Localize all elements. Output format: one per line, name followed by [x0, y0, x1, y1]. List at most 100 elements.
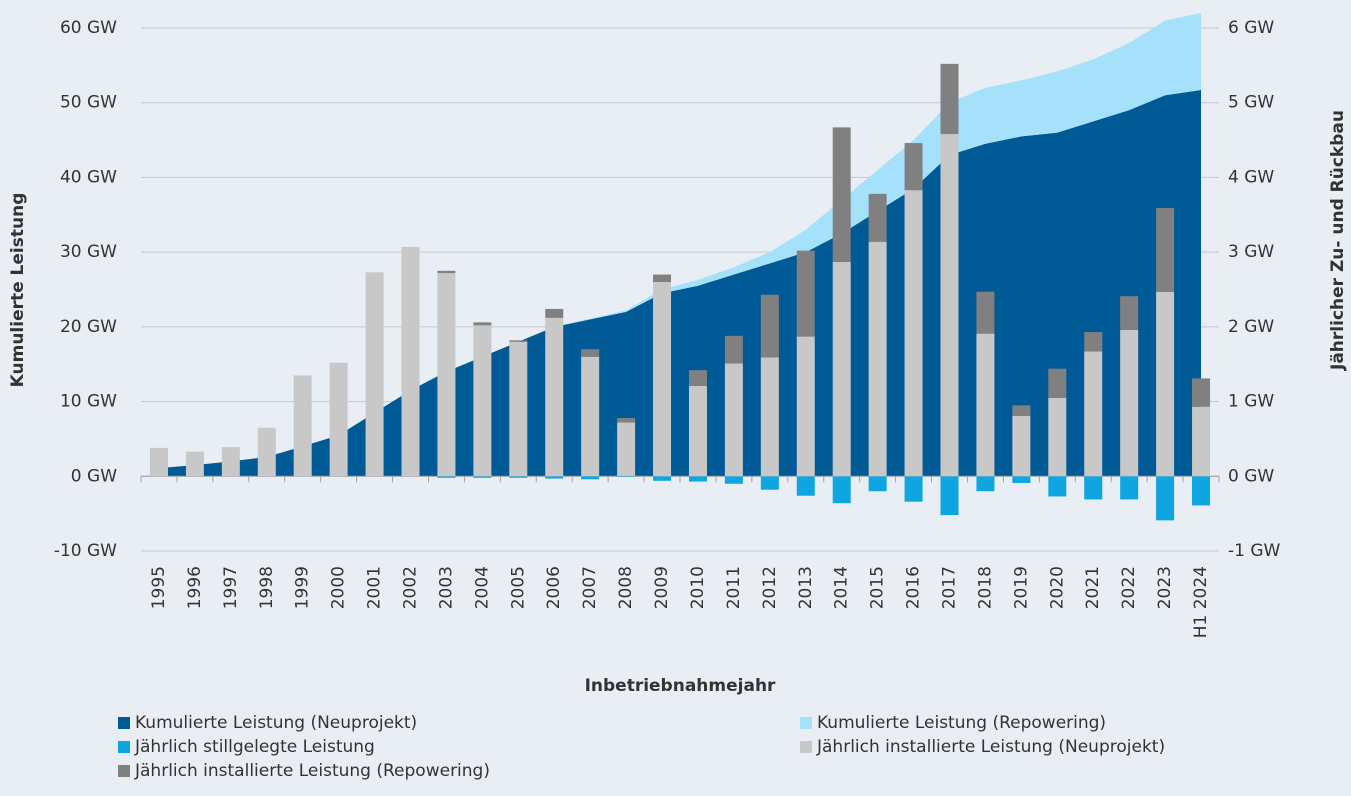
x-tick-label: 2022	[1119, 566, 1139, 609]
x-tick-label: 2004	[472, 566, 492, 609]
legend-swatch	[118, 717, 130, 729]
bar	[545, 476, 564, 479]
x-tick-label: 2013	[796, 566, 816, 609]
x-tick-label: 2011	[724, 566, 744, 609]
bar	[581, 476, 600, 480]
bar	[1120, 296, 1139, 330]
legend-label: Jährlich installierte Leistung (Neuproje…	[816, 737, 1165, 757]
bar	[760, 357, 779, 477]
bar	[868, 476, 887, 492]
x-tick-label: 1995	[149, 566, 169, 609]
x-tick-label: 2019	[1011, 566, 1031, 609]
bar	[832, 476, 851, 504]
bar	[185, 451, 204, 477]
bar	[365, 272, 384, 477]
y-tick-label: -10 GW	[54, 541, 117, 561]
bar	[688, 385, 707, 477]
x-tick-label: 2003	[436, 566, 456, 609]
legend-label: Jährlich installierte Leistung (Repoweri…	[134, 761, 490, 781]
bar	[940, 63, 959, 135]
bar	[293, 375, 312, 477]
bar	[1012, 476, 1031, 484]
bar	[473, 476, 492, 478]
legend-label: Kumulierte Leistung (Repowering)	[817, 713, 1106, 733]
x-tick-label: 1996	[185, 566, 205, 609]
y2-tick-label: 1 GW	[1228, 392, 1274, 412]
y2-tick-label: -1 GW	[1228, 541, 1281, 561]
y2-tick-label: 2 GW	[1228, 317, 1274, 337]
bar	[760, 294, 779, 358]
bar	[545, 317, 564, 477]
bar	[688, 370, 707, 386]
x-tick-label: 2008	[616, 566, 636, 609]
bar	[437, 270, 456, 274]
bar	[149, 447, 168, 477]
y-tick-label: 20 GW	[60, 317, 117, 337]
y2-tick-label: 5 GW	[1228, 93, 1274, 113]
bar	[437, 273, 456, 477]
bar	[868, 193, 887, 242]
bar	[796, 250, 815, 337]
bar	[1192, 406, 1211, 477]
bar	[1048, 476, 1067, 497]
bar	[437, 476, 456, 478]
x-tick-label: 2007	[580, 566, 600, 609]
bar	[1156, 291, 1175, 477]
x-tick-label: 2016	[904, 566, 924, 609]
bar	[1192, 476, 1211, 506]
bar	[904, 190, 923, 477]
bar	[1120, 476, 1139, 500]
y2-tick-label: 6 GW	[1228, 18, 1274, 38]
bar	[1012, 405, 1031, 416]
bar	[509, 476, 528, 478]
bar	[1084, 332, 1103, 352]
bar	[868, 241, 887, 477]
y2-tick-label: 3 GW	[1228, 242, 1274, 262]
y-tick-label: 60 GW	[60, 18, 117, 38]
bar	[724, 476, 743, 484]
bar	[617, 422, 636, 477]
bar	[796, 476, 815, 496]
bar	[1084, 476, 1103, 500]
bar	[581, 356, 600, 477]
bar	[509, 341, 528, 477]
x-tick-label: 2002	[401, 566, 421, 609]
bar	[940, 134, 959, 477]
bar	[688, 476, 707, 482]
bar	[653, 476, 672, 481]
y-tick-label: 0 GW	[71, 466, 117, 486]
legend-swatch	[800, 717, 812, 729]
x-tick-label: 2023	[1155, 566, 1175, 609]
legend-swatch	[800, 741, 812, 753]
bar	[581, 349, 600, 357]
bar	[545, 308, 564, 318]
bar	[1084, 351, 1103, 477]
x-tick-label: 2001	[365, 566, 385, 609]
x-tick-label: 2017	[940, 566, 960, 609]
bar	[617, 418, 636, 423]
bar	[904, 476, 923, 502]
bar	[1048, 397, 1067, 477]
bar	[1156, 208, 1175, 292]
x-tick-label: 2014	[832, 566, 852, 609]
bar	[1012, 415, 1031, 477]
legend-swatch	[118, 765, 130, 777]
y-tick-label: 40 GW	[60, 167, 117, 187]
bar	[760, 476, 779, 490]
x-tick-label: 2012	[760, 566, 780, 609]
bar	[724, 363, 743, 477]
bar	[976, 333, 995, 477]
bar	[401, 246, 420, 477]
bar	[257, 427, 276, 477]
x-tick-label: 2010	[688, 566, 708, 609]
x-tick-label: 2020	[1047, 566, 1067, 609]
bar	[832, 127, 851, 262]
y-tick-label: 10 GW	[60, 392, 117, 412]
x-axis-title: Inbetriebnahmejahr	[585, 676, 776, 696]
bar	[796, 336, 815, 477]
y2-tick-label: 0 GW	[1228, 466, 1274, 486]
y-axis-title: Kumulierte Leistung	[8, 193, 28, 388]
y2-tick-label: 4 GW	[1228, 167, 1274, 187]
bar	[904, 143, 923, 191]
